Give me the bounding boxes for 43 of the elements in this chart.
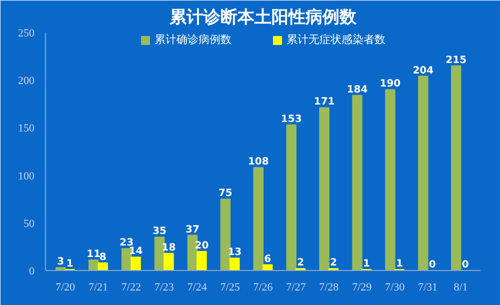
data-label: 190	[380, 78, 401, 90]
data-label: 215	[446, 54, 467, 66]
legend-label: 累计无症状感染者数	[286, 32, 386, 47]
data-label: 35	[152, 226, 167, 238]
data-label: 6	[264, 254, 272, 265]
y-tick-label: 50	[24, 218, 35, 230]
data-label: 1	[66, 258, 74, 270]
data-label: 108	[248, 156, 269, 168]
x-tick-label: 7/26	[253, 282, 274, 294]
x-tick-label: 7/31	[418, 282, 438, 294]
data-label: 171	[314, 96, 335, 108]
data-label: 3	[57, 256, 64, 268]
legend-label: 累计确诊病例数	[154, 32, 232, 47]
data-label: 2	[330, 258, 338, 269]
data-label: 184	[346, 84, 368, 96]
data-label: 1	[363, 258, 370, 270]
chart-title: 累计诊断本土阳性病例数	[168, 8, 358, 28]
data-label: 1	[396, 258, 403, 270]
y-tick-label: 0	[29, 266, 35, 278]
x-tick-label: 7/20	[55, 282, 76, 294]
x-tick-label: 7/24	[187, 282, 208, 294]
x-tick-label: 8/1	[454, 282, 468, 294]
data-label: 37	[186, 224, 200, 236]
x-tick-label: 7/27	[286, 282, 306, 294]
x-tick-label: 7/30	[385, 282, 406, 294]
x-tick-label: 7/28	[319, 282, 340, 294]
data-label: 8	[99, 252, 106, 263]
x-tick-label: 7/29	[352, 282, 372, 294]
y-tick-label: 100	[18, 170, 35, 182]
data-label: 2	[297, 258, 304, 269]
x-tick-label: 7/25	[220, 282, 240, 294]
x-tick-label: 7/21	[88, 282, 108, 294]
y-tick-label: 250	[18, 28, 35, 40]
data-label: 0	[462, 260, 469, 270]
data-label: 75	[218, 188, 232, 200]
data-label: 153	[280, 114, 302, 125]
y-tick-label: 150	[18, 122, 35, 135]
data-label: 0	[428, 260, 436, 270]
x-tick-label: 7/23	[154, 282, 174, 294]
y-tick-label: 200	[18, 75, 35, 88]
data-label: 204	[412, 65, 434, 76]
data-label: 11	[86, 249, 101, 260]
x-tick-label: 7/22	[121, 282, 141, 294]
